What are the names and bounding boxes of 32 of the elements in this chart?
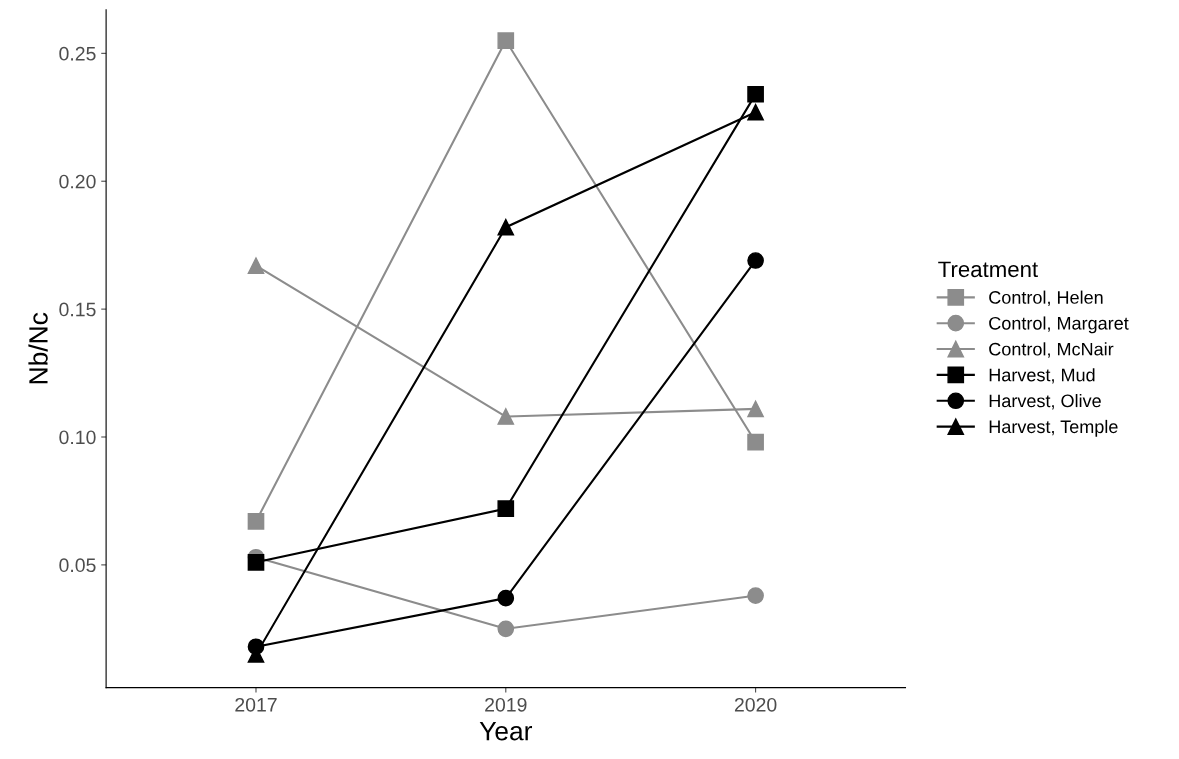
- point: [497, 218, 515, 236]
- point: [747, 587, 764, 604]
- legend-title: Treatment: [938, 261, 1038, 278]
- legend-label: Harvest, Mud: [989, 368, 1095, 384]
- point: [247, 257, 265, 274]
- point: [497, 408, 515, 425]
- point: [497, 620, 515, 638]
- point: [747, 85, 764, 103]
- point: [247, 513, 265, 530]
- legend-label: Control, McNair: [989, 342, 1114, 358]
- point: [497, 500, 515, 517]
- point: [247, 553, 265, 571]
- legend-label: Harvest, Temple: [989, 419, 1118, 437]
- y-tick-label: 0.25: [59, 46, 96, 61]
- point: [747, 433, 764, 451]
- x-axis-title: Year: [479, 722, 533, 741]
- point: [497, 32, 515, 49]
- x-tick-label: 2019: [485, 697, 527, 712]
- legend-label: Control, Helen: [989, 290, 1103, 306]
- y-tick-label: 0.05: [59, 558, 96, 573]
- legend-label: Control, Margaret: [989, 316, 1129, 334]
- point: [747, 252, 764, 269]
- point: [747, 400, 764, 418]
- y-tick-label: 0.10: [59, 430, 96, 445]
- x-tick-label: 2020: [734, 697, 777, 712]
- point: [497, 589, 515, 607]
- y-axis-title: Nb/Nc: [28, 312, 48, 384]
- legend-label: Harvest, Olive: [989, 394, 1101, 410]
- x-tick-label: 2017: [235, 697, 277, 712]
- point: [747, 103, 764, 121]
- y-tick-label: 0.20: [59, 174, 96, 189]
- y-tick-label: 0.15: [59, 302, 96, 317]
